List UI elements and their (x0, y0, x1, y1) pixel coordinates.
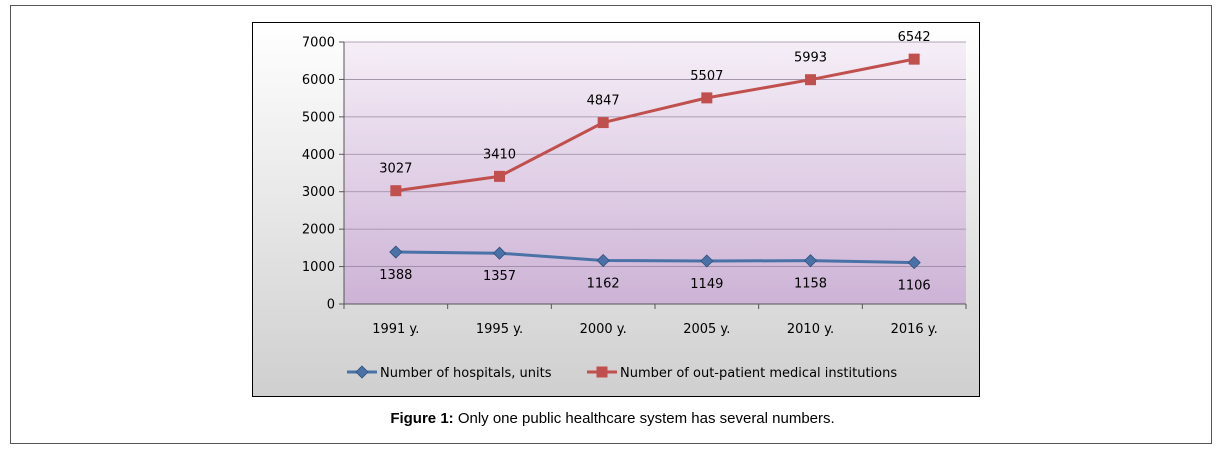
data-point (701, 92, 713, 104)
data-label: 5507 (690, 69, 723, 84)
y-tick-label: 4000 (302, 148, 335, 163)
chart-container: 0 1000 2000 3000 4000 5000 6000 7000 1991 y. 199… (252, 22, 980, 397)
y-tick-label: 0 (327, 298, 335, 313)
y-tick-label: 7000 (302, 36, 335, 51)
x-tick-label: 2000 y. (580, 322, 627, 337)
data-label: 1388 (379, 268, 412, 283)
x-tick-label: 2010 y. (787, 322, 834, 337)
y-tick-label: 5000 (302, 110, 335, 125)
data-label: 1106 (898, 279, 931, 294)
caption-text: Only one public healthcare system has se… (453, 410, 835, 427)
data-label: 1149 (690, 277, 723, 292)
data-label: 6542 (898, 30, 931, 45)
legend: Number of hospitals, units Number of out-… (347, 365, 897, 381)
data-point (803, 254, 818, 268)
data-point (597, 117, 609, 129)
caption-prefix: Figure 1: (390, 410, 454, 427)
legend-label: Number of out-patient medical institutio… (620, 366, 897, 381)
data-point (907, 256, 921, 270)
x-tick-label: 2016 y. (891, 322, 938, 337)
data-point (390, 185, 402, 197)
grid-lines (344, 41, 966, 267)
data-label: 1357 (483, 269, 516, 284)
plot-area (344, 42, 966, 304)
y-tick-label: 1000 (302, 260, 335, 275)
series-layer: 1388 1357 1162 1149 1158 1106 3027 3410 4847 5507… (379, 30, 930, 293)
data-point (389, 245, 403, 259)
data-point (494, 170, 505, 182)
data-point (700, 254, 714, 268)
data-label: 3410 (483, 147, 516, 162)
y-tick-label: 3000 (302, 185, 335, 200)
series-line (395, 250, 915, 265)
x-tick-label: 1991 y. (372, 322, 419, 337)
data-point (596, 253, 610, 268)
data-point (908, 53, 920, 65)
legend-marker (596, 366, 608, 378)
data-label: 1162 (587, 277, 620, 292)
data-point (492, 246, 507, 260)
y-tick-label: 6000 (302, 73, 335, 88)
data-label: 5993 (794, 51, 827, 66)
x-tick-label: 1995 y. (476, 322, 523, 337)
legend-marker (355, 365, 369, 379)
figure-caption: Figure 1: Only one public healthcare sys… (0, 410, 1225, 427)
data-label: 1158 (794, 277, 827, 292)
data-label: 4847 (587, 94, 620, 109)
legend-label: Number of hospitals, units (380, 366, 552, 381)
data-point (805, 74, 816, 86)
figure-frame (10, 5, 1212, 444)
series-line (395, 57, 915, 193)
data-label: 3027 (379, 162, 412, 177)
x-tick-label: 2005 y. (683, 322, 730, 337)
x-axis: 1991 y. 1995 y. 2000 y. 2005 y. 2010 y. 2016 … (343, 303, 967, 337)
y-tick-label: 2000 (302, 223, 335, 238)
y-axis: 0 1000 2000 3000 4000 5000 6000 7000 (302, 36, 345, 313)
